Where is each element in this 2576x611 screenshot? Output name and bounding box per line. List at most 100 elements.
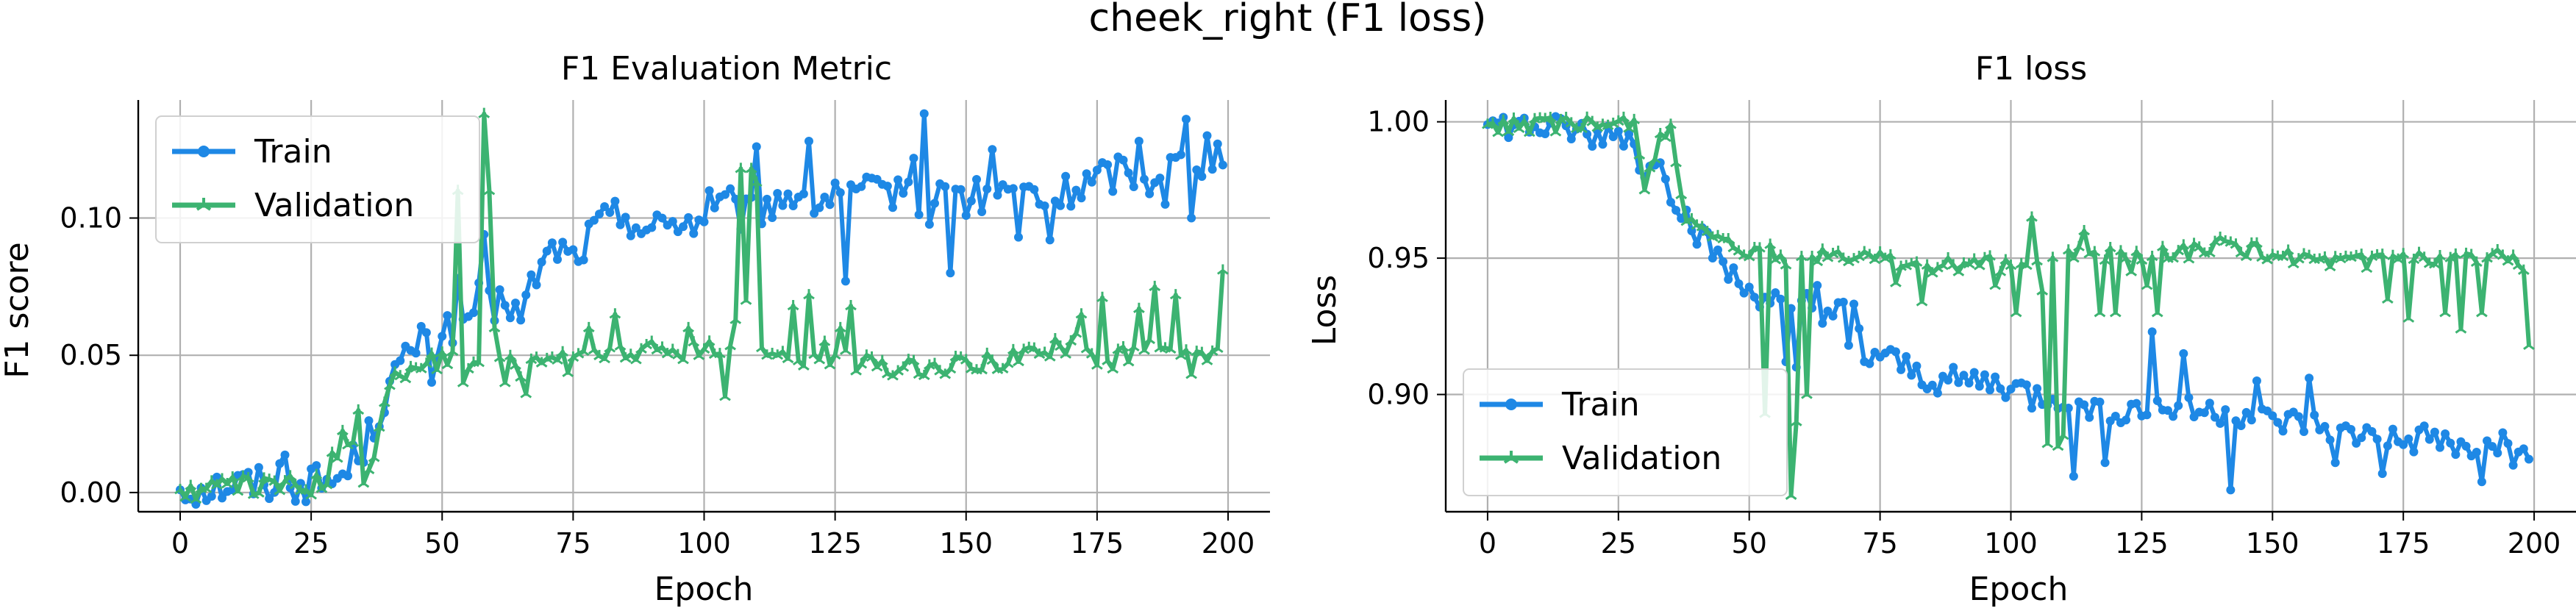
data-point: [1013, 356, 1024, 367]
data-point: [2022, 380, 2031, 390]
data-point: [750, 176, 763, 187]
data-point: [1145, 189, 1155, 199]
data-point: [1187, 213, 1196, 223]
data-point: [657, 213, 667, 223]
data-point: [1164, 343, 1177, 354]
data-point: [1666, 197, 1675, 207]
data-point: [2446, 438, 2455, 448]
data-point: [2324, 260, 2336, 272]
data-point: [609, 308, 621, 319]
data-point: [745, 162, 757, 174]
series-group: [174, 107, 1229, 509]
data-point: [1077, 193, 1086, 203]
data-point: [1588, 142, 1597, 151]
data-point: [1910, 256, 1923, 267]
data-point: [2278, 426, 2288, 436]
data-point: [1217, 264, 1229, 275]
data-point: [941, 182, 950, 191]
data-point: [557, 346, 568, 357]
data-point: [1082, 169, 1091, 179]
y-axis-label: Loss: [1306, 275, 1344, 346]
data-point: [616, 220, 625, 229]
data-point: [2455, 323, 2467, 334]
data-point: [2305, 374, 2314, 383]
data-point: [1143, 333, 1156, 345]
data-point: [1944, 375, 1953, 385]
data-point: [254, 462, 263, 472]
data-point: [614, 340, 627, 351]
data-point: [600, 202, 610, 212]
data-point: [2085, 412, 2094, 422]
series-validation: [1482, 111, 2535, 500]
data-point: [1213, 139, 1222, 149]
data-point: [2151, 307, 2163, 318]
chart-panel-f1-loss: F1 loss Epoch Loss 0 25 50 75 100 125 150 175 20…: [1306, 50, 2576, 608]
data-point: [2483, 436, 2492, 446]
data-point: [2320, 421, 2330, 431]
data-point: [782, 352, 794, 364]
data-point: [436, 346, 449, 357]
data-point: [946, 268, 955, 278]
data-point: [1743, 251, 1755, 262]
data-point: [2461, 441, 2471, 451]
data-point: [845, 300, 857, 311]
data-point: [956, 185, 966, 194]
data-point: [1014, 232, 1023, 242]
data-point: [1853, 251, 1866, 262]
data-point: [1118, 155, 1128, 165]
data-point: [1724, 274, 1733, 284]
data-point: [226, 471, 239, 482]
legend-item-train: Train: [1480, 386, 1640, 424]
data-point: [721, 190, 729, 199]
data-point: [2041, 437, 2054, 449]
data-point: [2294, 412, 2303, 421]
data-point: [1598, 140, 1608, 149]
data-point: [729, 313, 742, 324]
data-point: [242, 472, 254, 483]
data-point: [1492, 126, 1505, 137]
data-point: [1994, 265, 2007, 276]
data-point: [763, 194, 771, 204]
data-point: [2132, 399, 2141, 408]
y-tick-label: 0.00: [60, 476, 122, 509]
y-tick-label: 0.05: [60, 339, 122, 371]
data-point: [562, 366, 574, 377]
series-group: [1482, 111, 2535, 500]
x-tick-label: 100: [1984, 527, 2038, 560]
x-tick-label: 50: [1732, 527, 1767, 560]
data-point: [840, 344, 852, 355]
data-point: [347, 436, 359, 447]
data-point: [2517, 264, 2530, 275]
data-point: [1091, 359, 1103, 370]
x-tick-label: 200: [2508, 527, 2561, 560]
data-point: [1660, 174, 1670, 184]
data-point: [2268, 411, 2277, 421]
chart-panel-f1-metric: F1 Evaluation Metric Epoch F1 score 0 25 5…: [0, 50, 1270, 608]
data-point: [841, 276, 850, 286]
data-point: [1933, 388, 1942, 398]
data-point: [1176, 150, 1185, 160]
data-point: [411, 349, 421, 358]
data-point: [1907, 371, 1916, 380]
data-point: [930, 199, 939, 208]
data-point: [815, 203, 824, 212]
data-point: [1518, 115, 1530, 126]
data-point: [1160, 199, 1170, 209]
axes: 0 25 50 75 100 125 150 175 200 0.90 0.95 1.00: [1367, 100, 2576, 560]
data-point: [2026, 211, 2038, 222]
data-point: [2435, 443, 2444, 452]
data-point: [1665, 118, 1677, 129]
data-point: [2020, 260, 2033, 271]
data-point: [1949, 362, 1958, 372]
data-point: [887, 370, 899, 381]
data-point: [714, 348, 726, 359]
legend-item-validation: Validation: [172, 187, 414, 224]
data-point: [2146, 251, 2158, 262]
data-point: [2027, 404, 2036, 413]
data-point: [582, 321, 595, 333]
data-point: [2211, 412, 2220, 422]
data-point: [2177, 239, 2190, 250]
data-point: [221, 478, 233, 489]
data-point: [1085, 348, 1098, 359]
data-point: [218, 493, 226, 503]
